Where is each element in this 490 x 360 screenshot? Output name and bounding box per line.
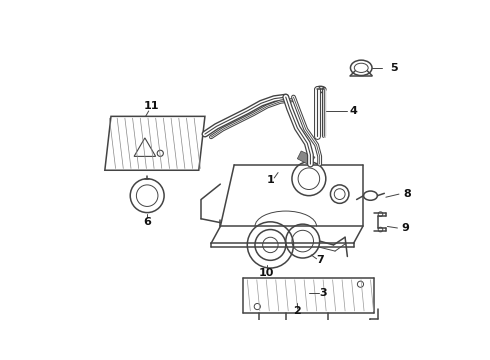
Text: 7: 7 [317,255,324,265]
Text: 11: 11 [143,101,159,111]
Text: 9: 9 [401,223,409,233]
Text: 10: 10 [259,267,274,278]
Text: 3: 3 [319,288,326,298]
Text: 6: 6 [143,217,151,227]
Text: 4: 4 [349,106,358,116]
Text: 8: 8 [404,189,411,199]
Polygon shape [297,151,315,165]
Text: 2: 2 [294,306,301,316]
Text: 1: 1 [267,175,274,185]
Text: 5: 5 [390,63,397,73]
